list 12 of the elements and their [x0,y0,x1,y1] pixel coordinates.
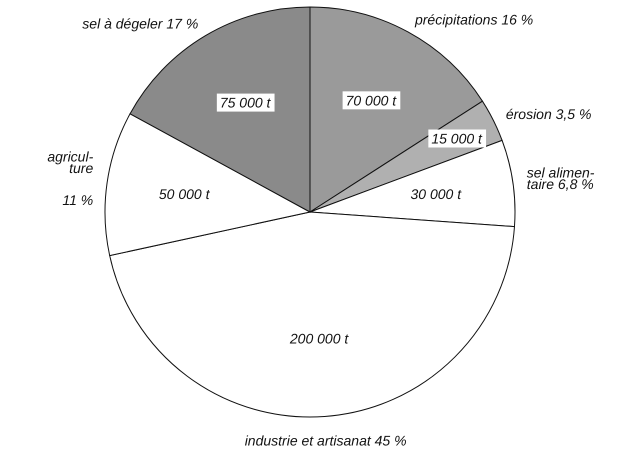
data-label: 30 000 t [410,186,462,202]
data-label: 50 000 t [158,186,211,202]
slice-label: précipitations 16 % [414,12,534,28]
slice-label: industrie et artisanat 45 % [244,432,407,448]
data-label: 200 000 t [288,330,350,347]
data-label: 70 000 t [346,92,398,108]
data-label: 75 000 t [220,94,272,111]
slice-label: sel à dégeler 17 % [82,16,198,32]
slice-label: sel alimen- taire 6,8 % [526,164,595,192]
slice-label: agricul- ture 11 % [47,148,94,208]
data-label: 15 000 t [431,130,484,146]
slice-label: érosion 3,5 % [506,106,592,122]
